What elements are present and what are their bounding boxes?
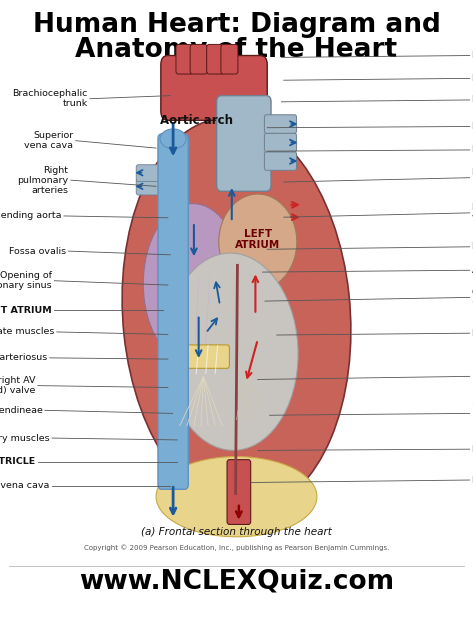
FancyBboxPatch shape	[163, 345, 229, 368]
FancyBboxPatch shape	[161, 56, 267, 120]
FancyBboxPatch shape	[207, 44, 224, 74]
Text: LEFT
ATRIUM: LEFT ATRIUM	[235, 228, 280, 251]
Text: Descending aorta: Descending aorta	[472, 476, 473, 484]
Text: Left subclavian artery: Left subclavian artery	[472, 74, 473, 83]
Text: Ascending aorta: Ascending aorta	[0, 212, 61, 220]
FancyBboxPatch shape	[221, 44, 238, 74]
Text: Ligamentum arteriosum: Ligamentum arteriosum	[472, 96, 473, 104]
Text: Papillary muscles: Papillary muscles	[0, 434, 50, 442]
Text: RIGHT VENTRICLE: RIGHT VENTRICLE	[0, 457, 35, 466]
Text: Left pulmonary
veins: Left pulmonary veins	[472, 204, 473, 222]
Text: Brachiocephalic
trunk: Brachiocephalic trunk	[12, 89, 88, 108]
Ellipse shape	[143, 204, 243, 364]
Ellipse shape	[166, 253, 298, 450]
FancyBboxPatch shape	[136, 178, 166, 195]
Text: Cusp of left AV
(mitral) valve: Cusp of left AV (mitral) valve	[472, 288, 473, 307]
Text: Left common carotid artery: Left common carotid artery	[472, 51, 473, 60]
Text: Pulmonary trunk: Pulmonary trunk	[472, 122, 473, 131]
Text: Anatomy of the Heart: Anatomy of the Heart	[75, 37, 398, 63]
Text: Right
pulmonary
arteries: Right pulmonary arteries	[18, 165, 69, 195]
Text: Aortic arch: Aortic arch	[160, 114, 233, 127]
Text: Inferior vena cava: Inferior vena cava	[0, 481, 50, 490]
FancyBboxPatch shape	[190, 44, 207, 74]
FancyBboxPatch shape	[217, 96, 271, 191]
Text: RIGHT ATRIUM: RIGHT ATRIUM	[0, 306, 52, 315]
FancyBboxPatch shape	[176, 44, 193, 74]
Text: Pectinate muscles: Pectinate muscles	[0, 328, 54, 336]
Text: Human Heart: Diagram and: Human Heart: Diagram and	[33, 12, 440, 38]
Text: Opening of
coronary sinus: Opening of coronary sinus	[0, 271, 52, 290]
Text: Fossa ovalis: Fossa ovalis	[9, 247, 66, 255]
Ellipse shape	[160, 129, 186, 149]
Ellipse shape	[156, 457, 317, 537]
FancyBboxPatch shape	[227, 460, 251, 524]
FancyBboxPatch shape	[264, 115, 297, 133]
FancyBboxPatch shape	[136, 165, 166, 181]
Ellipse shape	[219, 194, 297, 290]
Text: www.NCLEXQuiz.com: www.NCLEXQuiz.com	[79, 568, 394, 594]
Text: Chordae tendineae: Chordae tendineae	[0, 406, 43, 415]
Text: Copyright © 2009 Pearson Education, Inc., publishing as Pearson Benjamin Cumming: Copyright © 2009 Pearson Education, Inc.…	[84, 545, 389, 551]
Text: Interventricular
septum: Interventricular septum	[472, 367, 473, 386]
Text: Trabeculae
carneae: Trabeculae carneae	[472, 404, 473, 423]
Text: LEFT VENTRICLE: LEFT VENTRICLE	[472, 329, 473, 337]
Text: Pulmonary valve: Pulmonary valve	[472, 146, 473, 154]
FancyBboxPatch shape	[158, 134, 188, 489]
Text: Moderator band: Moderator band	[472, 445, 473, 453]
FancyBboxPatch shape	[264, 133, 297, 152]
Ellipse shape	[122, 118, 351, 511]
Text: Superior
vena cava: Superior vena cava	[24, 131, 73, 150]
Text: Left pulmonary
arteries: Left pulmonary arteries	[472, 168, 473, 187]
FancyBboxPatch shape	[264, 152, 297, 170]
Text: (a) Frontal section through the heart: (a) Frontal section through the heart	[141, 527, 332, 537]
Text: Aortic valve: Aortic valve	[472, 266, 473, 275]
Text: Cusp of right AV
(tricuspid) valve: Cusp of right AV (tricuspid) valve	[0, 376, 35, 395]
Text: Conus arteriosus: Conus arteriosus	[0, 354, 47, 362]
Text: Interatrial septum: Interatrial septum	[472, 242, 473, 251]
